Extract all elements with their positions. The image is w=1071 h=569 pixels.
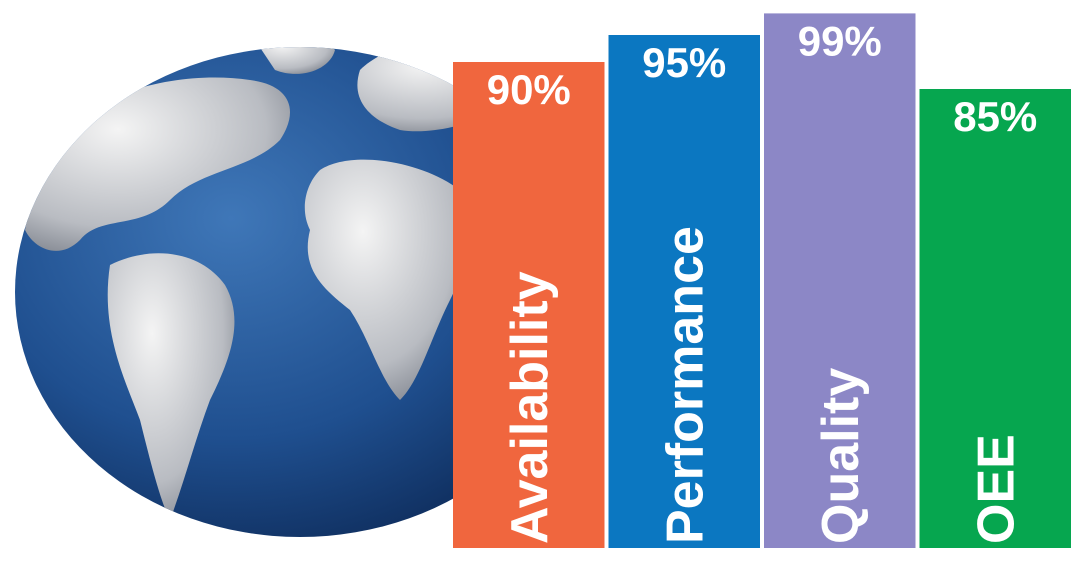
value-label: 90% [487, 66, 571, 113]
bar [919, 89, 1071, 548]
category-label: Performance [656, 226, 714, 544]
category-label: OEE [967, 434, 1025, 544]
bar [608, 35, 760, 548]
value-label: 95% [642, 39, 726, 86]
bar [453, 62, 605, 548]
category-label: Quality [812, 368, 870, 544]
category-label: Availability [501, 271, 559, 544]
value-label: 99% [798, 17, 882, 64]
value-label: 85% [953, 93, 1037, 140]
bar [764, 13, 916, 548]
